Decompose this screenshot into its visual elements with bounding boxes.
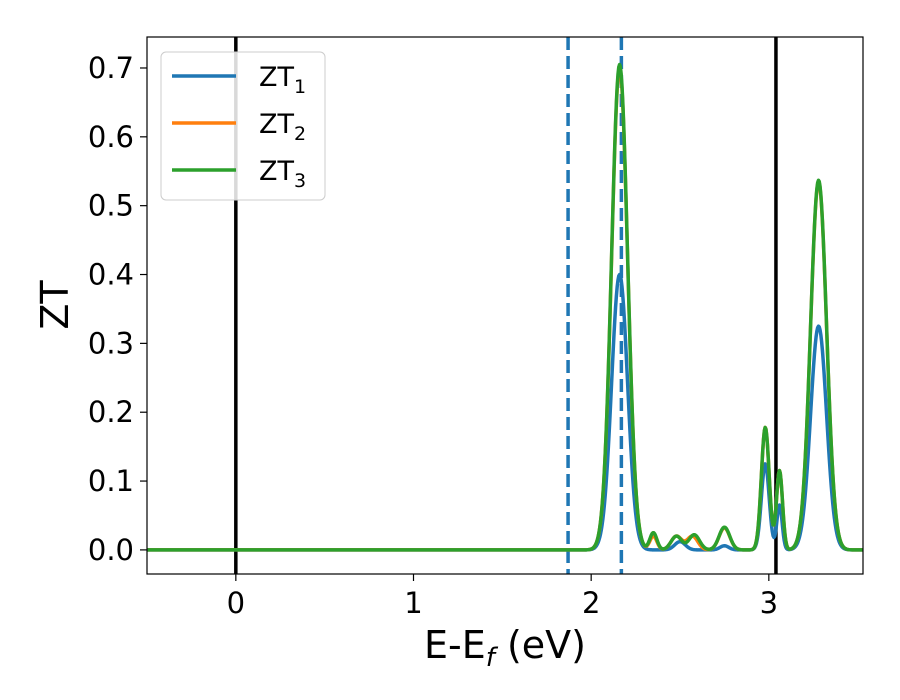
legend-label-1: ZT1 — [259, 62, 306, 98]
series-lines — [146, 62, 864, 552]
legend: ZT1 ZT2 ZT3 — [160, 51, 326, 201]
x-axis-label: E-Ef (eV) — [424, 623, 586, 673]
x-axis-ticks: 0 1 2 3 — [227, 574, 778, 620]
x-tick-label: 2 — [582, 586, 600, 620]
y-tick-label: 0.6 — [88, 120, 134, 154]
x-tick-label: 0 — [227, 586, 245, 620]
y-tick-label: 0.1 — [88, 464, 134, 498]
y-tick-label: 0.7 — [88, 51, 134, 85]
legend-box — [160, 51, 326, 201]
y-tick-label: 0.4 — [88, 258, 134, 292]
y-axis-label: ZT — [33, 280, 77, 330]
series-line-3 — [146, 62, 864, 552]
y-tick-label: 0.3 — [88, 326, 134, 360]
y-tick-label: 0.2 — [88, 395, 134, 429]
y-tick-label: 0.0 — [88, 533, 134, 567]
x-tick-label: 3 — [760, 586, 778, 620]
legend-label-3: ZT3 — [259, 156, 306, 192]
y-axis-ticks: 0.0 0.1 0.2 0.3 0.4 0.5 0.6 0.7 — [88, 51, 147, 567]
plot-frame — [146, 36, 864, 575]
legend-label-2: ZT2 — [259, 109, 306, 145]
x-tick-label: 1 — [404, 586, 422, 620]
y-tick-label: 0.5 — [88, 189, 134, 223]
